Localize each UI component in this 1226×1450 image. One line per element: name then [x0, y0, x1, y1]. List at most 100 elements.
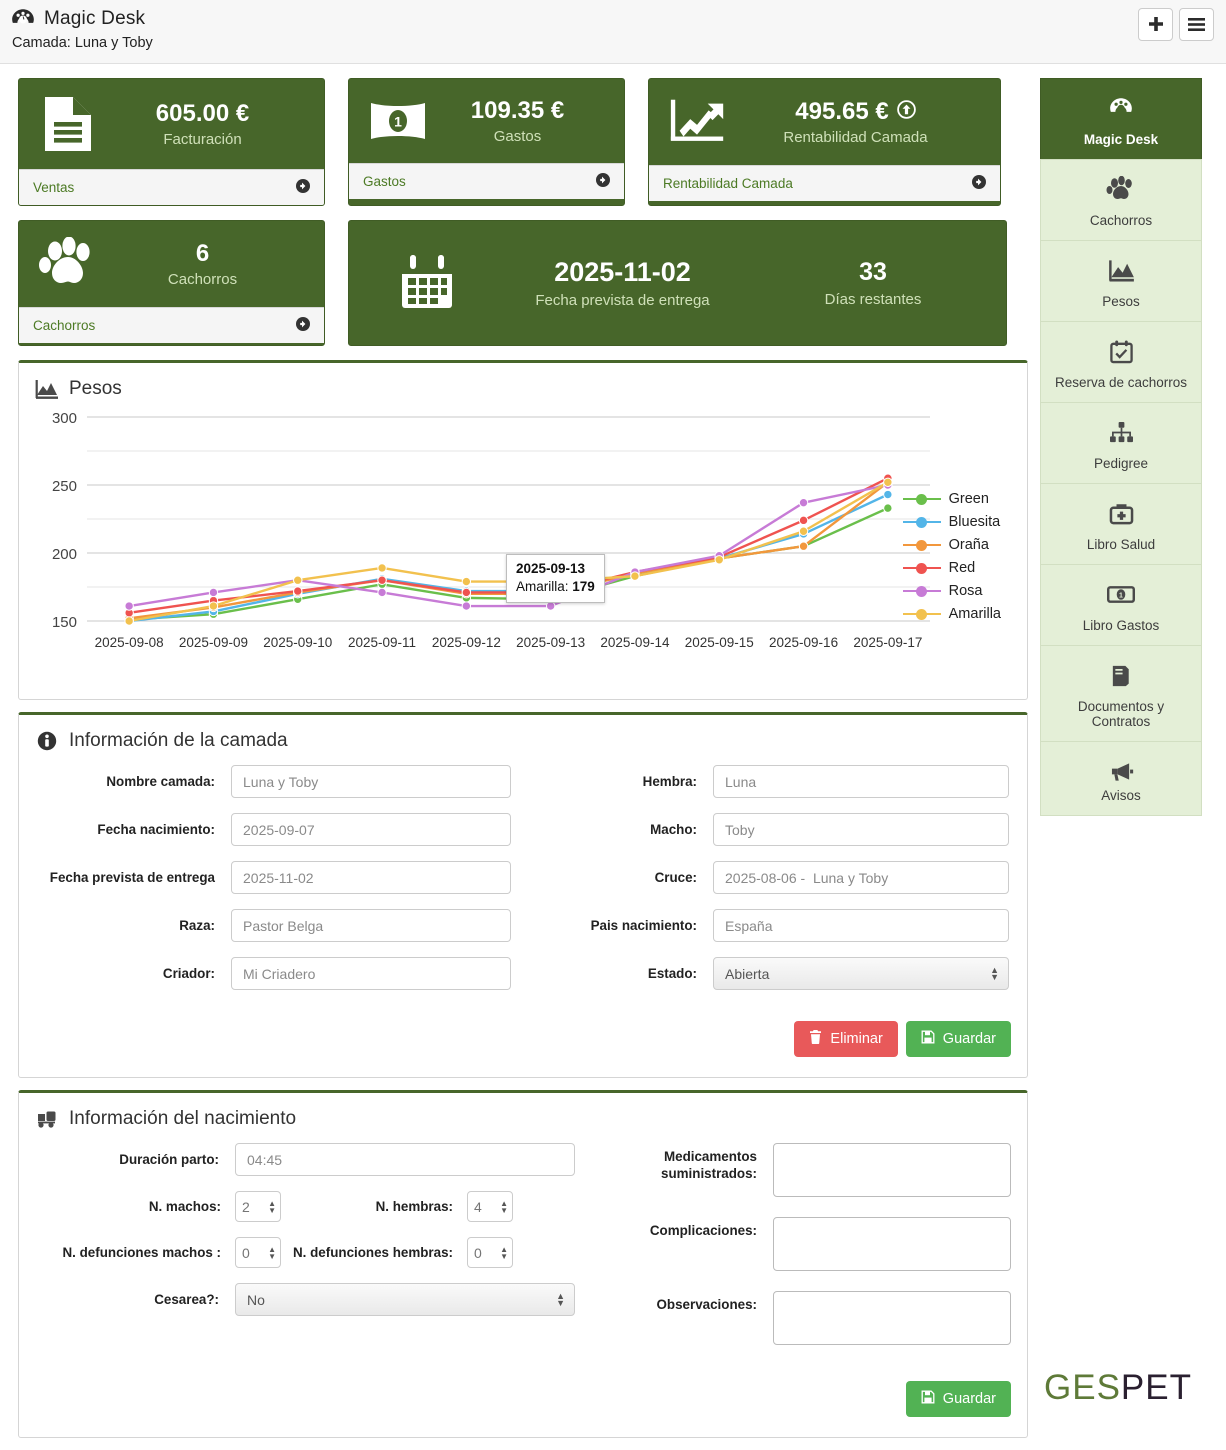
- hamburger-menu-icon: [1187, 17, 1206, 32]
- date-body: 2025-11-02 Fecha prevista de entrega 33 …: [349, 221, 1006, 345]
- stat-card-cachorros[interactable]: 6 Cachorros Cachorros: [18, 220, 325, 346]
- input-raza[interactable]: [231, 909, 511, 942]
- textarea-observaciones[interactable]: [773, 1291, 1011, 1345]
- cesarea-select[interactable]: No: [235, 1283, 575, 1316]
- legend-item-bluesita[interactable]: Bluesita: [903, 510, 1001, 533]
- camada-left-column: Nombre camada:Fecha nacimiento:Fecha pre…: [35, 765, 523, 1005]
- textarea-medicamentos-suministrados[interactable]: [773, 1143, 1011, 1197]
- stat-foot-ventas[interactable]: Ventas: [19, 169, 324, 205]
- tooltip-date: 2025-09-13: [516, 560, 595, 578]
- sidebar-item-avisos[interactable]: Avisos: [1040, 741, 1202, 816]
- stat-card-gastos[interactable]: 1 109.35 € Gastos Gastos: [348, 78, 625, 206]
- textarea-control: [773, 1143, 1011, 1202]
- save-button-nacimiento[interactable]: Guardar: [906, 1381, 1011, 1417]
- gespet-logo: GESPET: [1044, 1368, 1192, 1408]
- input-criador[interactable]: [231, 957, 511, 990]
- n-hembras-input[interactable]: [467, 1191, 513, 1222]
- nacimiento-actions: Guardar: [19, 1375, 1027, 1437]
- duracion-control: [235, 1143, 593, 1176]
- calendar-icon: [367, 252, 487, 314]
- sidebar-item-pedigree[interactable]: Pedigree: [1040, 402, 1202, 483]
- logo-part-pet: PET: [1121, 1368, 1192, 1407]
- field-label: Nombre camada:: [35, 774, 231, 789]
- stat-card-facturacion[interactable]: 605.00 € Facturación Ventas: [18, 78, 325, 206]
- legend-color-swatch: [903, 516, 941, 528]
- floppy-save-icon: [921, 1030, 935, 1048]
- n-defunciones-machos-input[interactable]: [235, 1237, 281, 1268]
- panel-header: Información del nacimiento: [19, 1093, 1027, 1139]
- brand-row: Magic Desk: [10, 6, 1214, 32]
- stat-foot-label: Gastos: [363, 174, 406, 189]
- sidebar-item-libro-salud[interactable]: Libro Salud: [1040, 483, 1202, 564]
- sidebar-item-pesos[interactable]: Pesos: [1040, 240, 1202, 321]
- save-button[interactable]: Guardar: [906, 1021, 1011, 1057]
- stat-foot-rentabilidad[interactable]: Rentabilidad Camada: [649, 165, 1000, 201]
- legend-label: Oraña: [949, 537, 989, 553]
- svg-text:2025-09-11: 2025-09-11: [348, 635, 416, 650]
- area-chart-icon: [1047, 255, 1195, 285]
- legend-item-rosa[interactable]: Rosa: [903, 579, 1001, 602]
- sidebar-item-reserva-de-cachorros[interactable]: Reserva de cachorros: [1040, 321, 1202, 402]
- textarea-control: [773, 1291, 1011, 1350]
- legend-item-red[interactable]: Red: [903, 556, 1001, 579]
- svg-text:300: 300: [52, 410, 77, 427]
- tooltip-series-value: Amarilla: 179: [516, 578, 595, 596]
- sidebar-item-documentos-y-contratos[interactable]: Documentos y Contratos: [1040, 645, 1202, 741]
- stat-foot-label: Rentabilidad Camada: [663, 176, 793, 191]
- estado-select[interactable]: Abierta: [713, 957, 1009, 990]
- field-label: Pais nacimiento:: [523, 918, 713, 933]
- stat-card-fecha-entrega: 2025-11-02 Fecha prevista de entrega 33 …: [348, 220, 1007, 346]
- duracion-row: Duración parto:: [35, 1143, 593, 1176]
- textarea-complicaciones[interactable]: [773, 1217, 1011, 1271]
- n-defunciones-machos-stepper[interactable]: ▲▼: [235, 1237, 281, 1268]
- arrow-circle-right-icon: [296, 317, 310, 334]
- stat-foot-cachorros[interactable]: Cachorros: [19, 307, 324, 343]
- invoice-document-icon: [37, 95, 99, 153]
- nacimiento-form: Duración parto: N. machos: ▲▼ N. hembras…: [19, 1139, 1027, 1375]
- input-cruce[interactable]: [713, 861, 1009, 894]
- stat-label: Cachorros: [99, 271, 306, 288]
- field-control: [713, 909, 1011, 942]
- delete-label: Eliminar: [830, 1031, 882, 1047]
- n-machos-stepper[interactable]: ▲▼: [235, 1191, 281, 1222]
- input-hembra[interactable]: [713, 765, 1009, 798]
- add-button[interactable]: [1138, 8, 1173, 41]
- nacimiento-left-column: Duración parto: N. machos: ▲▼ N. hembras…: [35, 1143, 593, 1365]
- n-hembras-label: N. hembras:: [281, 1199, 467, 1214]
- legend-item-green[interactable]: Green: [903, 487, 1001, 510]
- n-machos-input[interactable]: [235, 1191, 281, 1222]
- sidebar-item-label: Documentos y Contratos: [1047, 699, 1195, 729]
- camada-breadcrumb: Camada: Luna y Toby: [10, 35, 1214, 51]
- input-fecha-prevista-de-entrega[interactable]: [231, 861, 511, 894]
- cesarea-select-wrap[interactable]: No ▲▼: [235, 1283, 575, 1316]
- field-control: [713, 861, 1011, 894]
- input-pais-nacimiento[interactable]: [713, 909, 1009, 942]
- n-hembras-stepper[interactable]: ▲▼: [467, 1191, 513, 1222]
- sidebar-item-cachorros[interactable]: Cachorros: [1040, 159, 1202, 240]
- legend-item-oraña[interactable]: Oraña: [903, 533, 1001, 556]
- stat-card-rentabilidad[interactable]: 495.65 € Rentabilidad Camada Rentabilida…: [648, 78, 1001, 206]
- info-circle-icon: [35, 729, 59, 753]
- menu-button[interactable]: [1179, 8, 1214, 41]
- svg-text:2025-09-13: 2025-09-13: [516, 635, 585, 650]
- legend-item-amarilla[interactable]: Amarilla: [903, 602, 1001, 625]
- duracion-input[interactable]: [235, 1143, 575, 1176]
- sidebar-item-magic-desk[interactable]: Magic Desk: [1040, 78, 1202, 159]
- book-icon: [1047, 660, 1195, 690]
- field-label: Raza:: [35, 918, 231, 933]
- main-content: 605.00 € Facturación Ventas 1 109.35 € G…: [0, 64, 1040, 1450]
- input-fecha-nacimiento[interactable]: [231, 813, 511, 846]
- estado-select-wrap[interactable]: Abierta▲▼: [713, 957, 1009, 990]
- legend-color-swatch: [903, 608, 941, 620]
- chart-growth-icon: [667, 95, 729, 149]
- delete-button[interactable]: Eliminar: [794, 1021, 897, 1057]
- input-nombre-camada[interactable]: [231, 765, 511, 798]
- n-defunciones-hembras-input[interactable]: [467, 1237, 513, 1268]
- panel-title: Pesos: [69, 378, 122, 400]
- stat-foot-gastos[interactable]: Gastos: [349, 163, 624, 199]
- input-macho[interactable]: [713, 813, 1009, 846]
- n-defunciones-hembras-stepper[interactable]: ▲▼: [467, 1237, 513, 1268]
